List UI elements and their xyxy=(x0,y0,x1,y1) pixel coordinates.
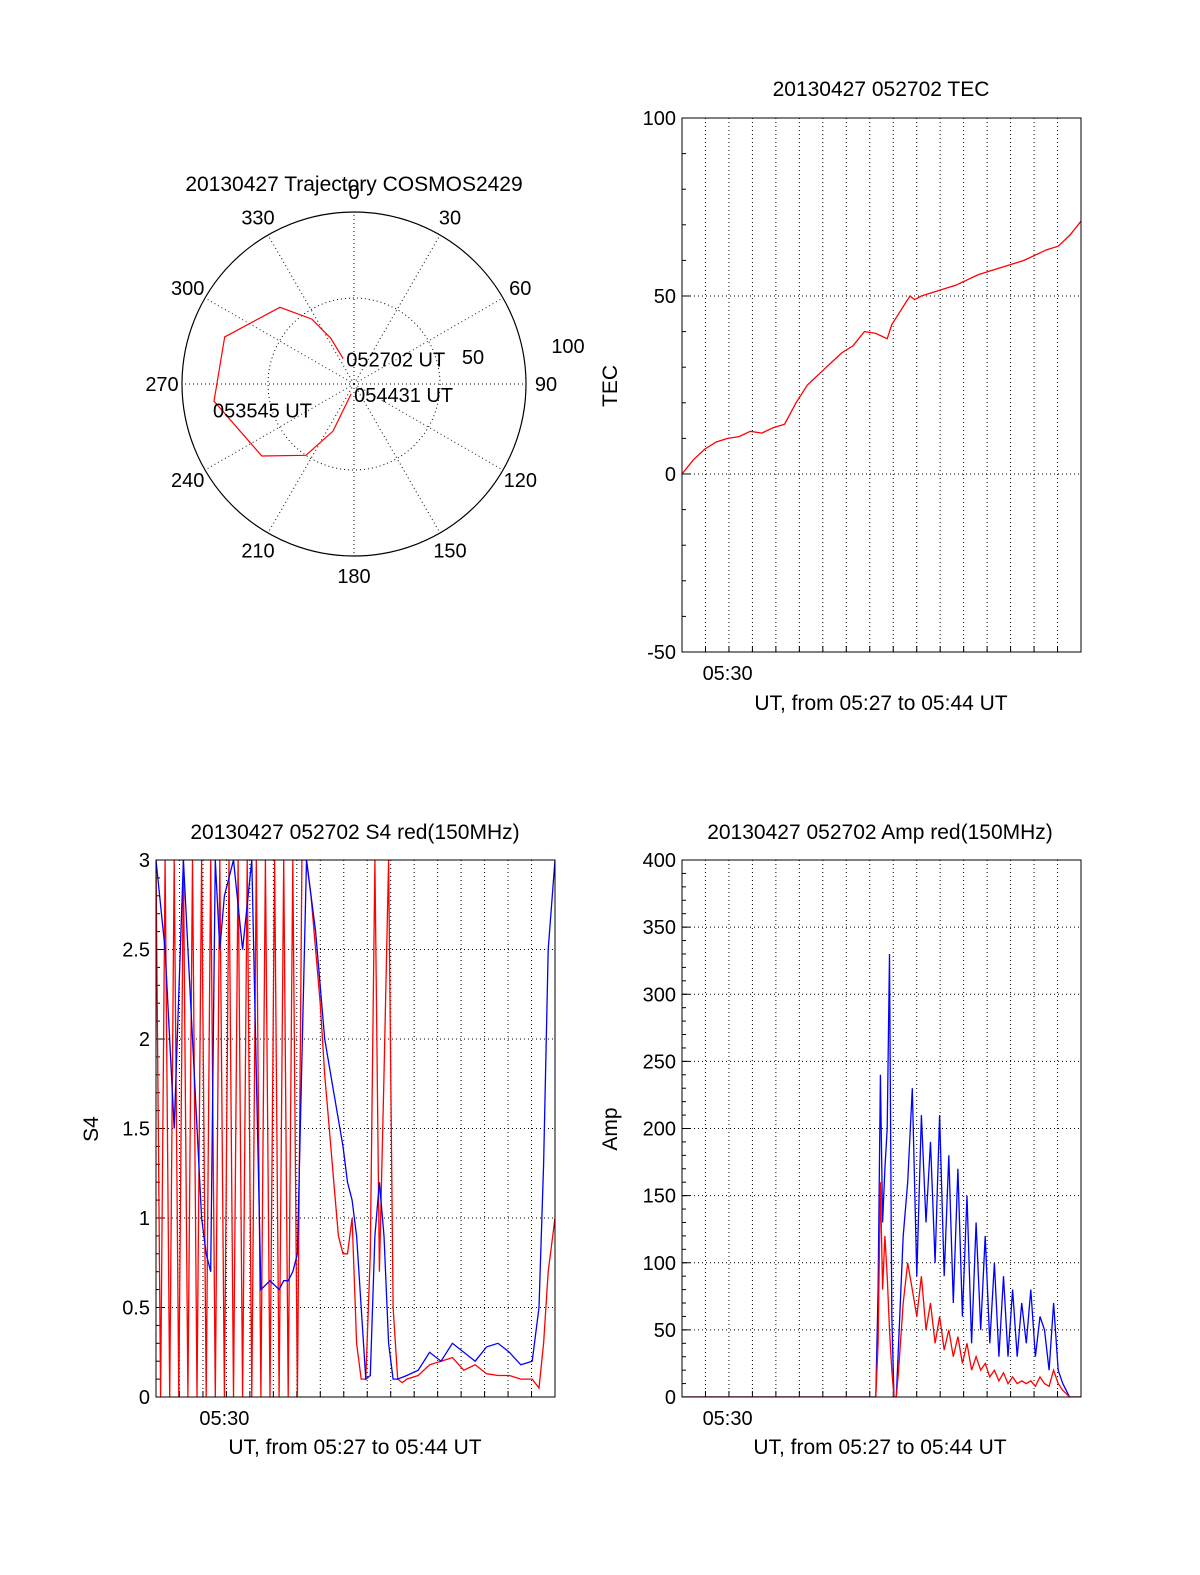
polar-angle-label: 60 xyxy=(509,278,531,300)
polar-angle-labels: 0 30 60 90 120 150 180 210 240 270 300 330 xyxy=(145,182,557,588)
amp-ytick-label: 350 xyxy=(643,917,676,939)
polar-angle-label: 180 xyxy=(337,566,370,588)
s4-ytick-label: 1.5 xyxy=(122,1119,150,1141)
tec-ytick-label: 100 xyxy=(643,108,676,130)
polar-grid xyxy=(181,211,527,557)
polar-spoke xyxy=(353,297,504,385)
s4-ytick-label: 1 xyxy=(139,1208,150,1230)
amp-ylabel: Amp xyxy=(599,1107,622,1150)
s4-xtick-label: 05:30 xyxy=(199,1408,249,1430)
amp-xlabel: UT, from 05:27 to 05:44 UT xyxy=(753,1436,1006,1459)
polar-angle-label: 270 xyxy=(145,374,178,396)
tec-title: 20130427 052702 TEC xyxy=(773,78,990,101)
tec-ylabel: TEC xyxy=(599,365,622,407)
s4-ytick-label: 3 xyxy=(139,850,150,872)
polar-radial-label-100: 100 xyxy=(551,336,584,358)
polar-spoke xyxy=(353,383,441,534)
polar-angle-label: 330 xyxy=(241,208,274,230)
tec-panel: 20130427 052702 TEC -50 0 50 100 05:30 TEC U… xyxy=(599,78,1082,715)
amp-series-0 xyxy=(682,953,1081,1397)
polar-annotation: 054431 UT xyxy=(354,385,453,407)
polar-radial-label-50: 50 xyxy=(462,347,484,369)
polar-annotation: 053545 UT xyxy=(213,400,312,422)
polar-trajectory-series xyxy=(213,306,352,457)
polar-spoke xyxy=(267,383,355,534)
tec-xlabel: UT, from 05:27 to 05:44 UT xyxy=(754,692,1007,715)
polar-angle-label: 300 xyxy=(171,278,204,300)
amp-panel: 20130427 052702 Amp red(150MHz) 0 50 100 15… xyxy=(599,821,1082,1459)
polar-outer-circle xyxy=(181,211,527,557)
tec-xtick-label: 05:30 xyxy=(703,663,753,685)
s4-frame xyxy=(155,859,556,1398)
amp-ytick-label: 50 xyxy=(654,1320,676,1342)
tec-ytick-label: 50 xyxy=(654,286,676,308)
tec-series-0 xyxy=(682,220,1081,475)
polar-annotation: 052702 UT xyxy=(346,350,445,372)
polar-angle-label: 0 xyxy=(348,182,359,204)
s4-ytick-label: 2.5 xyxy=(122,940,150,962)
amp-frame xyxy=(681,859,1082,1398)
tec-ytick-label: -50 xyxy=(647,642,676,664)
polar-spoke xyxy=(204,297,355,385)
polar-spoke xyxy=(204,383,355,471)
s4-series-1 xyxy=(156,860,555,1381)
polar-trajectory-line xyxy=(213,306,352,457)
polar-inner-circle xyxy=(267,297,441,471)
polar-angle-label: 210 xyxy=(241,540,274,562)
polar-trajectory-panel: 20130427 Trajectory COSMOS2429 0 30 60 90 12… xyxy=(145,173,584,588)
amp-title: 20130427 052702 Amp red(150MHz) xyxy=(707,821,1053,844)
polar-spoke xyxy=(353,234,441,385)
polar-angle-label: 120 xyxy=(504,470,537,492)
amp-ytick-label: 300 xyxy=(643,984,676,1006)
tec-ytick-label: 0 xyxy=(665,464,676,486)
polar-spoke xyxy=(353,383,504,471)
tec-frame xyxy=(681,117,1082,653)
polar-angle-label: 150 xyxy=(433,540,466,562)
polar-angle-label: 30 xyxy=(439,208,461,230)
amp-ytick-label: 400 xyxy=(643,850,676,872)
s4-panel: 20130427 052702 S4 red(150MHz) 0 0.5 1 1.5 2… xyxy=(80,821,556,1459)
amp-ytick-label: 0 xyxy=(665,1387,676,1409)
amp-ytick-label: 100 xyxy=(643,1253,676,1275)
polar-angle-label: 240 xyxy=(171,470,204,492)
amp-xtick-label: 05:30 xyxy=(703,1408,753,1430)
amp-ytick-label: 250 xyxy=(643,1051,676,1073)
s4-series-0 xyxy=(156,860,555,1397)
s4-title: 20130427 052702 S4 red(150MHz) xyxy=(190,821,519,844)
amp-series-1 xyxy=(682,1182,1081,1397)
s4-xlabel: UT, from 05:27 to 05:44 UT xyxy=(228,1436,481,1459)
s4-ytick-label: 0 xyxy=(139,1387,150,1409)
s4-ylabel: S4 xyxy=(80,1116,103,1142)
s4-ytick-label: 2 xyxy=(139,1029,150,1051)
polar-angle-label: 90 xyxy=(535,374,557,396)
s4-ytick-label: 0.5 xyxy=(122,1298,150,1320)
polar-annotations: 052702 UT 053545 UT 054431 UT xyxy=(213,350,453,423)
polar-spoke xyxy=(267,234,355,385)
polar-title: 20130427 Trajectory COSMOS2429 xyxy=(185,173,522,196)
amp-ytick-label: 150 xyxy=(643,1186,676,1208)
amp-ytick-label: 200 xyxy=(643,1119,676,1141)
